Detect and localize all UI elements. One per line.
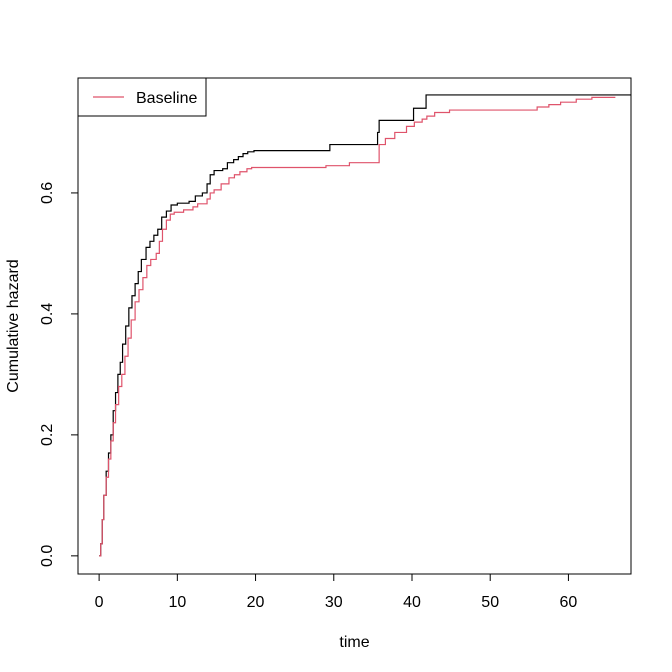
x-tick-label: 60	[560, 594, 578, 611]
x-tick-label: 50	[481, 594, 499, 611]
y-tick-label: 0.2	[39, 424, 56, 446]
legend-label-baseline: Baseline	[136, 90, 197, 107]
y-tick-label: 0.4	[39, 303, 56, 325]
series-layer	[99, 94, 631, 557]
x-tick-label: 30	[325, 594, 343, 611]
y-axis-label: Cumulative hazard	[5, 259, 22, 392]
y-tick-label: 0.0	[39, 545, 56, 567]
series-line-unnamed-0	[99, 94, 631, 557]
x-tick-label: 0	[95, 594, 104, 611]
series-line-baseline	[99, 96, 616, 557]
x-tick-label: 10	[168, 594, 186, 611]
x-tick-label: 20	[247, 594, 265, 611]
plot-frame	[77, 77, 632, 575]
x-axis-label: time	[339, 634, 369, 651]
legend: Baseline	[77, 77, 207, 117]
x-tick-label: 40	[403, 594, 421, 611]
y-tick-label: 0.6	[39, 182, 56, 204]
